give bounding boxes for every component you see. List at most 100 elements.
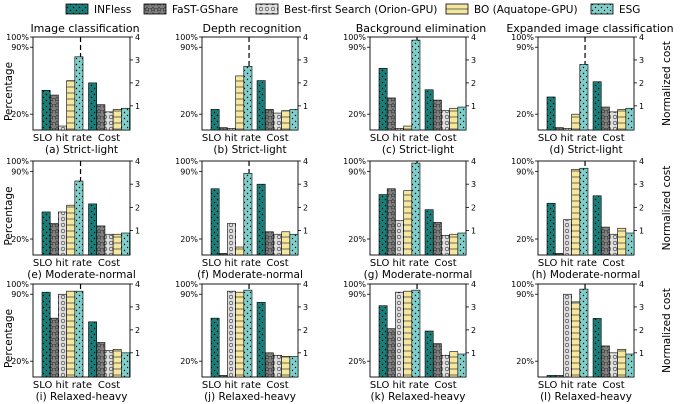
x-label-slo: SLO hit rate xyxy=(370,133,429,144)
subplot-caption: (c) Strict-light xyxy=(382,144,454,156)
bar-slo-infless xyxy=(546,375,556,378)
bar-slo-esg xyxy=(74,290,84,378)
bar-cost-bfs xyxy=(273,112,282,131)
bar-slo-bo xyxy=(571,168,581,256)
bar-cost-bo xyxy=(449,107,459,131)
bar-cost-bo xyxy=(281,356,291,378)
bar-cost-esg xyxy=(457,106,467,131)
right-tick-label: 2 xyxy=(135,203,140,212)
x-label-cost: Cost xyxy=(602,258,624,269)
bar-cost-fastg xyxy=(600,226,610,256)
bar-cost-fastg xyxy=(264,352,274,378)
bar-cost-infless xyxy=(88,203,98,256)
bar-cost-fastg xyxy=(432,99,442,131)
bar-slo-infless xyxy=(210,109,220,131)
subplot-caption: (i) Relaxed-heavy xyxy=(36,391,128,403)
subplot-caption: (a) Strict-light xyxy=(45,144,118,156)
left-tick-label: 90% xyxy=(348,43,366,52)
bar-slo-bfs xyxy=(58,211,67,256)
left-tick-label: 100% xyxy=(175,157,198,166)
legend: INFless FaST-GShare Best-first Search (Ori… xyxy=(65,3,640,16)
bar-slo-fastg xyxy=(49,94,59,131)
right-tick-label: 2 xyxy=(135,79,140,88)
x-label-cost: Cost xyxy=(434,258,456,269)
bar-slo-bo xyxy=(571,301,581,378)
bar-cost-bfs xyxy=(104,111,114,131)
y-axis-label-left: Percentage xyxy=(3,186,15,245)
y-axis-label-right: Normalized cost xyxy=(661,288,673,373)
bar-cost-fastg xyxy=(600,345,610,378)
bar-cost-esg xyxy=(625,107,635,131)
right-tick-label: 1 xyxy=(303,102,308,111)
left-tick-label: 100% xyxy=(343,280,366,289)
legend-label-bfs: Best-first Search (Orion-GPU) xyxy=(284,4,437,16)
bar-slo-infless xyxy=(41,89,51,131)
subplot-a: 20% 90%100% 1 2 3 4 SLO hit rate Cost(a) Strict… xyxy=(3,33,140,156)
subplot-e: 20% 90%100% 1 2 3 4 SLO hit rate Cost(e) Modera… xyxy=(3,157,140,281)
bar-cost-bfs xyxy=(104,350,114,378)
left-tick-label: 20% xyxy=(180,110,198,119)
bar-slo-bfs xyxy=(227,223,236,256)
bar-slo-infless xyxy=(378,67,388,131)
bar-slo-esg xyxy=(579,64,589,131)
left-tick-label: 20% xyxy=(180,235,198,244)
legend-swatch-infless xyxy=(65,3,89,15)
right-tick-label: 3 xyxy=(303,303,308,312)
column-titles: Image classification Depth recognition Bac… xyxy=(30,22,673,35)
right-tick-label: 3 xyxy=(471,303,476,312)
bar-slo-bfs xyxy=(563,293,572,378)
left-tick-label: 90% xyxy=(180,290,198,299)
bar-slo-bo xyxy=(66,80,76,131)
right-tick-label: 3 xyxy=(471,180,476,189)
bar-cost-bo xyxy=(281,231,291,256)
left-tick-label: 20% xyxy=(348,235,366,244)
left-tick-label: 90% xyxy=(11,290,29,299)
bar-slo-esg xyxy=(411,39,421,131)
bar-cost-bo xyxy=(617,109,627,131)
bar-slo-fastg xyxy=(49,317,59,378)
legend-label-esg: ESG xyxy=(619,4,640,16)
right-tick-label: 2 xyxy=(135,326,140,335)
bar-cost-esg xyxy=(121,232,130,256)
x-label-cost: Cost xyxy=(434,380,456,391)
bar-cost-bo xyxy=(617,349,627,378)
left-tick-label: 20% xyxy=(11,357,29,366)
right-tick-label: 1 xyxy=(303,349,308,358)
bar-cost-infless xyxy=(88,321,98,378)
x-label-slo: SLO hit rate xyxy=(538,380,597,391)
left-tick-label: 100% xyxy=(511,157,534,166)
bar-slo-infless xyxy=(210,317,220,378)
right-tick-label: 4 xyxy=(639,280,644,289)
legend-swatch-fastg xyxy=(143,3,167,15)
subplot-d: 20% 90%100% 1 2 3 4 SLO hit rate Cost(d) Strict… xyxy=(511,33,673,156)
subplot-f: 20% 90%100% 1 2 3 4 SLO hit rate Cost(f) Modera… xyxy=(175,157,308,281)
left-tick-label: 90% xyxy=(516,290,534,299)
bar-cost-fastg xyxy=(432,222,442,256)
subplot-caption: (g) Moderate-normal xyxy=(364,269,473,281)
subplot-b: 20% 90%100% 1 2 3 4 SLO hit rate Cost(b) Strict… xyxy=(175,33,308,156)
bar-cost-infless xyxy=(256,80,266,131)
right-tick-label: 2 xyxy=(303,79,308,88)
left-tick-label: 100% xyxy=(343,33,366,42)
right-tick-label: 1 xyxy=(471,349,476,358)
bar-cost-bo xyxy=(112,349,122,378)
bar-slo-fastg xyxy=(218,253,228,256)
right-tick-label: 2 xyxy=(639,79,644,88)
x-label-cost: Cost xyxy=(266,258,288,269)
right-tick-label: 3 xyxy=(303,56,308,65)
right-tick-label: 1 xyxy=(471,102,476,111)
right-tick-label: 2 xyxy=(639,326,644,335)
bar-slo-bfs xyxy=(395,128,404,131)
right-tick-label: 3 xyxy=(639,180,644,189)
subplot-caption: (h) Moderate-normal xyxy=(532,269,641,281)
right-tick-label: 3 xyxy=(135,180,140,189)
bar-slo-bfs xyxy=(563,219,572,256)
bar-slo-esg xyxy=(579,288,589,378)
bar-cost-bfs xyxy=(441,235,450,256)
bar-cost-bfs xyxy=(609,233,618,256)
bar-cost-esg xyxy=(289,109,299,131)
bar-cost-fastg xyxy=(96,225,106,256)
right-tick-label: 3 xyxy=(303,180,308,189)
left-tick-label: 90% xyxy=(180,43,198,52)
x-label-slo: SLO hit rate xyxy=(33,133,92,144)
